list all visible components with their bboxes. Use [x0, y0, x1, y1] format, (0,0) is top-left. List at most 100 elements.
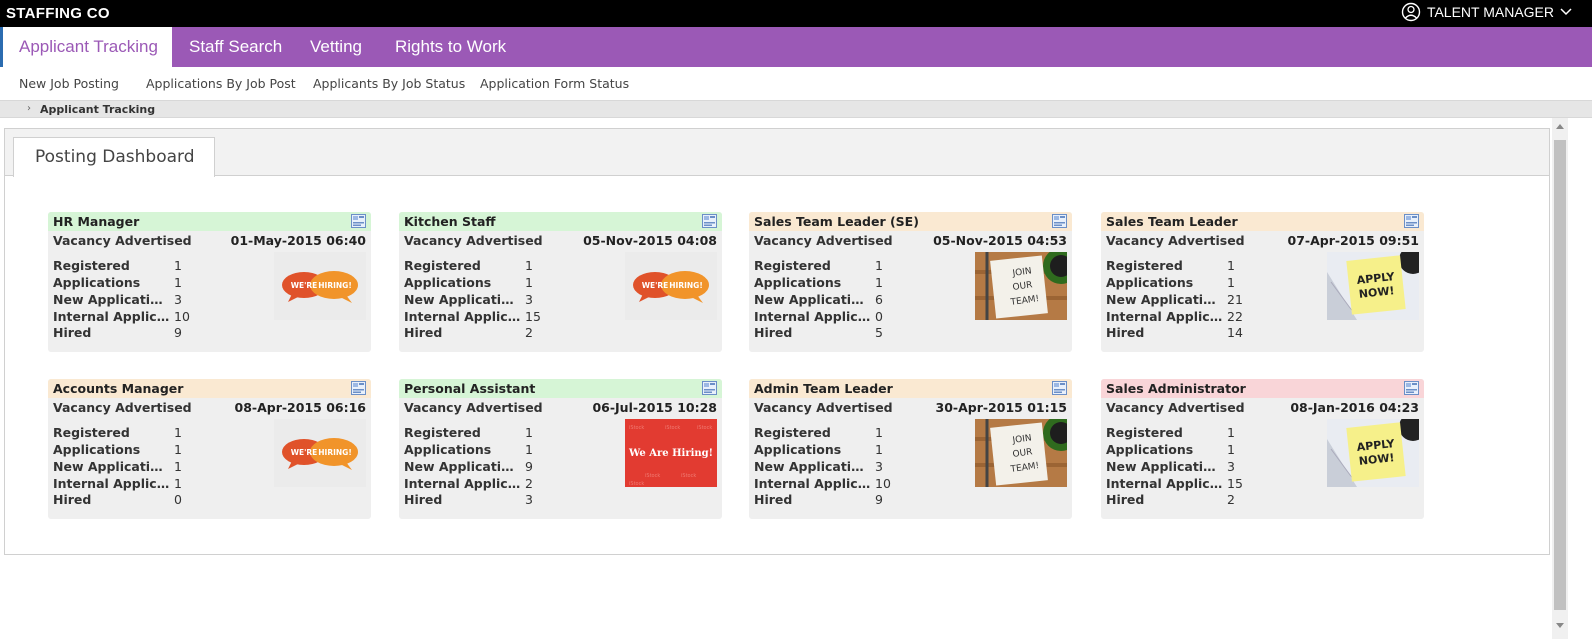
stat-value-new-applications[interactable]: 9	[525, 459, 533, 474]
stat-value-new-applications[interactable]: 6	[875, 292, 883, 307]
stat-label-hired: Hired	[404, 325, 443, 340]
stat-value-hired[interactable]: 14	[1227, 325, 1243, 340]
stat-value-internal-applications[interactable]: 1	[174, 476, 182, 491]
posting-date: 05-Nov-2015 04:53	[933, 233, 1067, 248]
breadcrumb-item[interactable]: Applicant Tracking	[40, 103, 156, 116]
open-report-icon[interactable]	[1404, 381, 1419, 395]
stat-value-hired[interactable]: 5	[875, 325, 883, 340]
stat-value-hired[interactable]: 0	[174, 492, 182, 507]
tab-vetting[interactable]: Vetting	[310, 37, 362, 56]
posting-card[interactable]: Sales Team Leader (SE) Vacancy Advertise…	[749, 212, 1079, 352]
posting-date: 01-May-2015 06:40	[230, 233, 366, 248]
stat-value-applications[interactable]: 1	[525, 442, 533, 457]
stat-value-registered[interactable]: 1	[174, 258, 182, 273]
stat-value-applications[interactable]: 1	[174, 442, 182, 457]
stat-label-hired: Hired	[404, 492, 443, 507]
open-report-icon[interactable]	[702, 381, 717, 395]
posting-card[interactable]: Kitchen Staff Vacancy Advertised 05-Nov-…	[399, 212, 722, 352]
stat-label-registered: Registered	[404, 425, 481, 440]
subnav-applicants-by-job-status[interactable]: Applicants By Job Status	[313, 76, 466, 91]
stat-value-applications[interactable]: 1	[1227, 442, 1235, 457]
stat-value-applications[interactable]: 1	[875, 442, 883, 457]
stat-value-applications[interactable]: 1	[174, 275, 182, 290]
stat-value-registered[interactable]: 1	[174, 425, 182, 440]
posting-card-header	[48, 379, 371, 398]
svg-text:WE'RE: WE'RE	[291, 448, 318, 457]
posting-title[interactable]: Accounts Manager	[53, 381, 184, 396]
posting-title[interactable]: Admin Team Leader	[754, 381, 893, 396]
tab-applicant-tracking[interactable]: Applicant Tracking	[3, 27, 172, 67]
stat-value-new-applications[interactable]: 3	[174, 292, 182, 307]
top-bar: STAFFING CO TALENT MANAGER	[0, 0, 1592, 27]
stat-value-new-applications[interactable]: 3	[525, 292, 533, 307]
stat-value-new-applications[interactable]: 1	[174, 459, 182, 474]
stat-value-registered[interactable]: 1	[525, 425, 533, 440]
posting-card[interactable]: Sales Team Leader Vacancy Advertised 07-…	[1101, 212, 1427, 352]
stat-value-hired[interactable]: 9	[875, 492, 883, 507]
stat-value-hired[interactable]: 2	[525, 325, 533, 340]
open-report-icon[interactable]	[351, 381, 366, 395]
subnav-new-job-posting[interactable]: New Job Posting	[19, 76, 119, 91]
stat-value-applications[interactable]: 1	[875, 275, 883, 290]
stat-value-registered[interactable]: 1	[1227, 258, 1235, 273]
svg-text:WE'RE: WE'RE	[642, 281, 669, 290]
posting-title[interactable]: Kitchen Staff	[404, 214, 496, 229]
stat-value-hired[interactable]: 2	[1227, 492, 1235, 507]
sub-nav: New Job Posting Applications By Job Post…	[0, 67, 1592, 100]
user-menu[interactable]: TALENT MANAGER	[1401, 2, 1572, 22]
stat-value-registered[interactable]: 1	[875, 425, 883, 440]
scroll-down-icon[interactable]	[1556, 623, 1564, 628]
user-label: TALENT MANAGER	[1426, 4, 1554, 20]
stat-value-registered[interactable]: 1	[875, 258, 883, 273]
stat-value-internal-applications[interactable]: 15	[1227, 476, 1243, 491]
posting-title[interactable]: Sales Team Leader	[1106, 214, 1238, 229]
vertical-scrollbar[interactable]	[1552, 118, 1568, 639]
scroll-up-icon[interactable]	[1556, 124, 1564, 129]
stat-value-internal-applications[interactable]: 22	[1227, 309, 1243, 324]
stat-value-internal-applications[interactable]: 15	[525, 309, 541, 324]
posting-card[interactable]: HR Manager Vacancy Advertised 01-May-201…	[48, 212, 371, 352]
stat-value-new-applications[interactable]: 21	[1227, 292, 1243, 307]
svg-text:NOW!: NOW!	[1358, 451, 1395, 468]
open-report-icon[interactable]	[1052, 214, 1067, 228]
stat-value-registered[interactable]: 1	[525, 258, 533, 273]
stat-value-internal-applications[interactable]: 10	[174, 309, 190, 324]
stat-value-applications[interactable]: 1	[1227, 275, 1235, 290]
posting-card[interactable]: Admin Team Leader Vacancy Advertised 30-…	[749, 379, 1079, 519]
stat-value-applications[interactable]: 1	[525, 275, 533, 290]
open-report-icon[interactable]	[1404, 214, 1419, 228]
stat-label-internal-applications: Internal Applications	[53, 309, 171, 324]
subnav-applications-by-job-post[interactable]: Applications By Job Post	[146, 76, 296, 91]
stat-value-internal-applications[interactable]: 0	[875, 309, 883, 324]
stat-value-new-applications[interactable]: 3	[1227, 459, 1235, 474]
posting-card-header	[48, 212, 371, 231]
stat-value-hired[interactable]: 9	[174, 325, 182, 340]
tab-posting-dashboard[interactable]: Posting Dashboard	[13, 137, 215, 177]
open-report-icon[interactable]	[351, 214, 366, 228]
stat-value-internal-applications[interactable]: 10	[875, 476, 891, 491]
posting-card[interactable]: Personal Assistant Vacancy Advertised 06…	[399, 379, 722, 519]
scrollbar-thumb[interactable]	[1554, 140, 1566, 610]
posting-image: JOIN OUR TEAM!	[975, 248, 1079, 320]
stat-label-registered: Registered	[754, 425, 831, 440]
stat-value-internal-applications[interactable]: 2	[525, 476, 533, 491]
stat-label-applications: Applications	[754, 275, 842, 290]
posting-status: Vacancy Advertised	[404, 233, 543, 248]
posting-card[interactable]: Sales Administrator Vacancy Advertised 0…	[1101, 379, 1427, 519]
open-report-icon[interactable]	[702, 214, 717, 228]
tab-staff-search[interactable]: Staff Search	[189, 37, 283, 56]
stat-value-hired[interactable]: 3	[525, 492, 533, 507]
posting-title[interactable]: Sales Team Leader (SE)	[754, 214, 919, 229]
posting-title[interactable]: HR Manager	[53, 214, 140, 229]
svg-text:JOIN: JOIN	[1011, 266, 1032, 279]
posting-title[interactable]: Personal Assistant	[404, 381, 536, 396]
tab-rights-to-work[interactable]: Rights to Work	[395, 37, 507, 56]
stat-label-new-applications: New Applications	[53, 292, 171, 307]
posting-title[interactable]: Sales Administrator	[1106, 381, 1246, 396]
stat-value-registered[interactable]: 1	[1227, 425, 1235, 440]
posting-image: iStock iStock iStock iStock iStock iStock We…	[625, 419, 717, 487]
subnav-application-form-status[interactable]: Application Form Status	[480, 76, 630, 91]
open-report-icon[interactable]	[1052, 381, 1067, 395]
stat-value-new-applications[interactable]: 3	[875, 459, 883, 474]
posting-card[interactable]: Accounts Manager Vacancy Advertised 08-A…	[48, 379, 371, 519]
